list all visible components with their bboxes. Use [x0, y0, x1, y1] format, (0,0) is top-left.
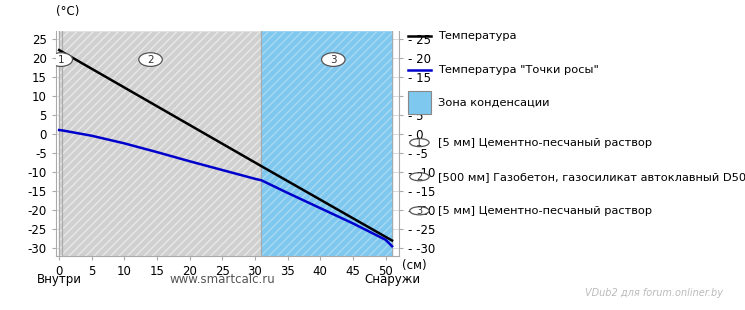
Circle shape [49, 53, 72, 66]
Text: 1: 1 [57, 55, 64, 64]
Text: Зона конденсации: Зона конденсации [438, 97, 550, 107]
Circle shape [410, 139, 429, 147]
Circle shape [139, 53, 162, 66]
Text: [5 мм] Цементно-песчаный раствор: [5 мм] Цементно-песчаный раствор [438, 206, 652, 216]
Text: 2: 2 [148, 55, 153, 64]
Circle shape [410, 207, 429, 215]
Text: (см): (см) [402, 259, 426, 272]
Text: 3: 3 [330, 55, 337, 64]
Text: 3: 3 [416, 206, 422, 216]
Text: Температура: Температура [438, 31, 516, 41]
Text: Температура "Точки росы": Температура "Точки росы" [438, 65, 599, 75]
Text: [5 мм] Цементно-песчаный раствор: [5 мм] Цементно-песчаный раствор [438, 138, 652, 148]
Text: 1: 1 [416, 138, 422, 148]
Text: 2: 2 [416, 172, 422, 182]
Circle shape [322, 53, 345, 66]
Text: Снаружи: Снаружи [364, 273, 420, 286]
Text: (°C): (°C) [56, 5, 79, 18]
Circle shape [410, 173, 429, 181]
Text: [500 мм] Газобетон, газосиликат автоклавный D500: [500 мм] Газобетон, газосиликат автоклав… [438, 172, 745, 182]
Text: VDub2 для forum.onliner.by: VDub2 для forum.onliner.by [585, 288, 723, 298]
Text: www.smartcalc.ru: www.smartcalc.ru [169, 273, 275, 286]
Text: Внутри: Внутри [37, 273, 82, 286]
